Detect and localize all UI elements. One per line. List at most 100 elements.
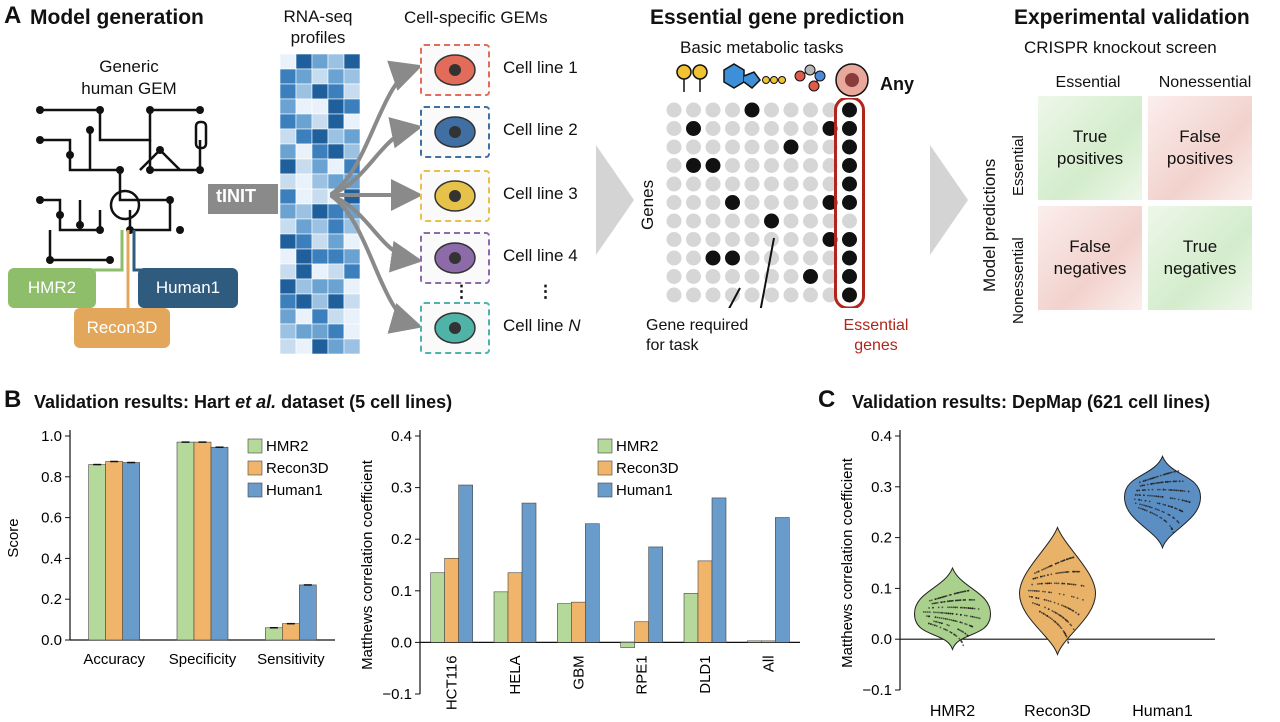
gene-task-dot: [686, 176, 701, 192]
bar-recon3d: [571, 601, 586, 643]
violin-point: [1064, 632, 1067, 635]
violin-point: [1065, 635, 1068, 638]
violin-point: [971, 607, 974, 610]
x-tick-label: Sensitivity: [257, 651, 325, 668]
violin-point: [1055, 622, 1058, 624]
violin-point: [1173, 497, 1176, 500]
violin-point: [1055, 572, 1058, 575]
gene-task-dot: [666, 250, 682, 266]
violin-point: [962, 599, 965, 601]
violin-point: [1032, 577, 1035, 580]
heatmap-cell: [280, 173, 297, 190]
heatmap-cell: [295, 218, 313, 235]
y-tick-label: 0.6: [41, 510, 62, 527]
violin-point: [933, 624, 936, 627]
gene-task-dot: [842, 287, 857, 303]
y-axis-label: Matthews correlation coefficient: [359, 459, 376, 670]
gene-task-dot: [705, 158, 721, 173]
violin-point: [932, 606, 934, 609]
violin-point: [1044, 582, 1047, 585]
gene-task-dot: [822, 121, 838, 136]
violin-point: [1151, 477, 1153, 480]
violin-point: [954, 599, 957, 602]
violin-point: [948, 606, 951, 609]
violin-point: [1057, 613, 1060, 616]
violin-point: [978, 617, 981, 620]
violin-point: [942, 617, 945, 620]
gene-task-dot: [764, 139, 779, 155]
violin-point: [948, 594, 951, 597]
violin-point: [944, 628, 947, 631]
essential-genes-outline: [834, 98, 865, 308]
violin-point: [939, 596, 942, 599]
violin-point: [1159, 474, 1162, 477]
depmap-violin-chart: −0.1 0.0 0.1 0.2 0.3 0.4 Matthews correlation …: [839, 428, 1215, 720]
violin-point: [1145, 509, 1148, 512]
violin-point: [942, 595, 945, 598]
violin-point: [1140, 499, 1143, 502]
bar-human1: [210, 446, 229, 641]
violin-point: [1176, 520, 1179, 522]
violin-point: [970, 625, 972, 627]
gene-task-dot: [803, 176, 818, 192]
violin-point: [1160, 481, 1163, 484]
violin-point: [1043, 598, 1046, 601]
gene-task-dot: [686, 269, 701, 284]
violin-point: [947, 600, 949, 603]
violin-point: [1069, 557, 1072, 560]
violin-point: [1051, 609, 1054, 612]
bar-human1: [122, 462, 140, 641]
violin-point: [1156, 502, 1159, 505]
violin-point: [1174, 507, 1177, 510]
violin-point: [975, 616, 978, 619]
violin-point: [1057, 582, 1060, 585]
violin-point: [1180, 509, 1182, 512]
violin-point: [1028, 595, 1031, 598]
violin-point: [1051, 618, 1054, 621]
gene-task-dot: [783, 102, 799, 118]
x-tick-label: HCT116: [444, 655, 461, 710]
violin-point: [1058, 592, 1061, 595]
heatmap-cell: [295, 308, 313, 325]
violin-point: [1175, 507, 1178, 510]
heatmap-cell: [295, 128, 313, 145]
y-tick-label: 0.2: [871, 530, 892, 547]
violin-point: [958, 599, 960, 602]
violin-point: [963, 606, 966, 609]
violin-point: [1050, 573, 1053, 576]
violin-point: [1138, 498, 1141, 501]
violin-point: [1137, 506, 1140, 509]
gene-task-dot: [764, 158, 779, 173]
violin-point: [1163, 519, 1166, 521]
cell-gems-title: Cell-specific GEMs: [404, 8, 548, 27]
gene-task-dot: [686, 139, 701, 155]
violin-point: [949, 593, 952, 596]
gene-task-dot: [842, 139, 857, 155]
violin-point: [1056, 572, 1059, 575]
violin-point: [1181, 499, 1184, 502]
violin-point: [1044, 567, 1047, 570]
violin-point: [965, 614, 968, 617]
cell-gem-icon: [420, 302, 490, 354]
legend-label-recon3d: Recon3D: [266, 460, 329, 477]
violin-point: [1143, 504, 1145, 507]
bar-hmr2: [557, 603, 572, 643]
violin-point: [1060, 615, 1063, 618]
gene-task-dot: [705, 287, 721, 303]
gene-task-dot: [803, 250, 818, 266]
violin-point: [935, 602, 937, 604]
violin-point: [966, 589, 969, 592]
heatmap-cell: [295, 248, 313, 265]
violin-point: [1031, 596, 1033, 598]
heatmap-cell: [280, 158, 297, 175]
violin-point: [1072, 628, 1075, 631]
violin-point: [933, 620, 935, 623]
gene-task-dot: [822, 269, 838, 284]
violin-point: [1060, 627, 1063, 630]
violin-point: [1157, 488, 1159, 491]
violin-point: [936, 597, 939, 600]
pointer-line: [759, 237, 775, 308]
violin-point: [962, 606, 964, 609]
gene-task-dot: [705, 269, 721, 284]
violin-hmr2: [913, 566, 992, 651]
